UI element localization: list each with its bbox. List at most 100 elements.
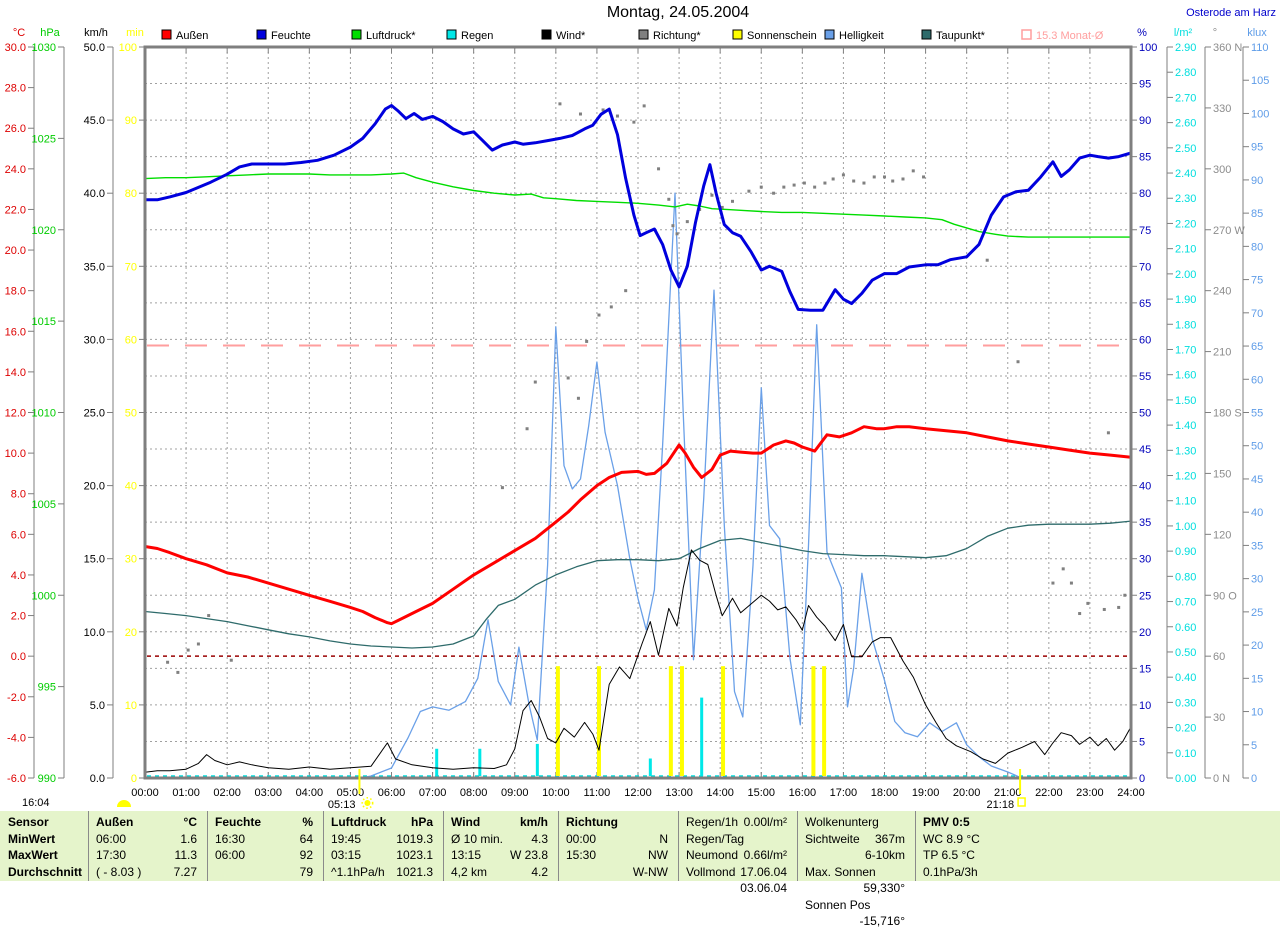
axis-tick-label-temp: 26.0 [5,123,26,135]
series-helligkeit [144,192,1132,779]
axis-tick-label-deg: 90 O [1213,590,1237,602]
sunrise-time: 05:13 [328,799,356,811]
axis-tick-label-temp: 16.0 [5,326,26,338]
axis-tick-label-hpa: 1025 [32,133,56,145]
series-richtung-dot [196,642,200,646]
axis-tick-label-klux: 10 [1251,707,1263,719]
axis-tick-label-pct: 65 [1139,298,1151,310]
series-richtung-dot [883,175,886,179]
axis-tick-label-lm2: 2.50 [1175,143,1196,155]
legend-label-feuchte: Feuchte [271,30,311,42]
axis-tick-label-temp: 8.0 [11,489,26,501]
table-cell-aussen-row2: 17:30 11.3 [88,847,207,864]
axis-tick-label-kmh: 0.0 [90,773,105,785]
cell-value: 03.06.04 [740,881,787,895]
cell-value: -15,716° [859,914,906,928]
table-cell-richtung-row2: 15:30 NW [558,847,678,864]
axis-tick-label-lm2: 1.60 [1175,370,1196,382]
x-tick-label: 08:00 [460,787,488,799]
series-richtung-dot [1051,581,1055,585]
series-richtung-dot [615,114,619,118]
series-richtung-dot [1117,605,1121,609]
axis-tick-label-min: 90 [125,115,137,127]
cell-value: 0.00l/m² [743,815,787,829]
axis-tick-label-pct: 75 [1139,225,1151,237]
cell-label: Sensor [8,815,49,829]
axis-tick-label-lm2: 2.00 [1175,269,1196,281]
axis-tick-label-hpa: 1000 [32,590,56,602]
x-tick-label: 22:00 [1035,787,1063,799]
legend-label-monat: 15.3 Monat-Ø [1036,30,1104,42]
axis-tick-label-kmh: 15.0 [84,554,105,566]
series-sonnenschein-bar [679,666,684,776]
x-tick-label: 13:00 [665,787,693,799]
axis-tick-label-deg: 150 [1213,468,1231,480]
axis-tick-label-lm2: 0.90 [1175,546,1196,558]
cell-label: Richtung [566,815,618,829]
x-tick-label: 11:00 [584,787,611,799]
series-richtung-dot [730,199,734,203]
series-richtung-dot [685,220,689,224]
cell-value: NW [648,848,668,862]
cell-label: Neumond [686,848,739,862]
table-column-separator [207,811,208,881]
cell-value: N [659,831,668,846]
table-cell-sensor-row0: Sensor [0,814,88,831]
table-cell-pmv-row3: 0.1hPa/3h [915,864,1280,881]
axis-tick-label-hpa: 995 [38,682,56,694]
sunrise-icon [364,800,371,806]
axis-tick-label-lm2: 2.90 [1175,42,1196,54]
series-richtung-dot [922,175,926,179]
axis-tick-label-deg: 270 W [1213,225,1245,237]
table-column-luftdruck: Luftdruck hPa 19:45 1019.3 03:15 1023.1 ^1.1hP… [323,814,443,880]
series-richtung-dot [642,104,646,108]
legend-swatch-sonnenschein [732,29,743,40]
x-tick-label: 12:00 [624,787,652,799]
axis-tick-label-klux: 95 [1251,142,1263,154]
cell-label: Ø 10 min. [451,831,504,846]
axis-tick-label-klux: 15 [1251,673,1263,685]
series-regen-bar [435,748,439,776]
axis-tick-label-temp: 10.0 [5,448,26,460]
legend-label-helligkeit: Helligkeit [839,30,884,42]
axis-tick-label-pct: 0 [1139,773,1145,785]
series-richtung-dot [872,175,876,179]
axis-tick-label-pct: 45 [1139,444,1151,456]
cell-value: 59,330° [863,881,905,895]
axis-tick-label-klux: 105 [1251,75,1269,87]
axis-tick-label-pct: 40 [1139,481,1151,493]
legend-swatch-monat [1021,29,1032,40]
axis-tick-label-deg: 330 [1213,103,1231,115]
series-wind [144,549,1132,773]
x-tick-label: 09:00 [501,787,529,799]
table-cell-luftdruck-row3: ^1.1hPa/h 1021.3 [323,864,443,881]
axis-tick-label-hpa: 1020 [32,225,56,237]
series-feuchte [143,104,1133,312]
series-richtung-dot [578,112,582,116]
series-richtung-dot [186,648,190,652]
axis-tick-label-lm2: 2.80 [1175,67,1196,79]
table-cell-richtung-row3: W-NW [558,864,678,881]
series-richtung-dot [525,427,529,431]
table-cell-sensor-row2: MaxWert [0,847,88,864]
series-regen-bar [648,758,652,776]
cell-value: 92 [299,848,313,862]
axis-header-hpa: hPa [40,27,60,39]
cell-label: 03:15 [331,848,362,862]
series-richtung-dot [597,313,601,317]
x-tick-label: 04:00 [296,787,324,799]
series-richtung-dot [558,102,562,106]
axis-tick-label-klux: 55 [1251,408,1263,420]
series-richtung-dot [813,185,817,189]
sunset-icon [1017,797,1026,807]
axis-tick-label-deg: 180 S [1213,408,1242,420]
axis-header-kmh: km/h [84,27,108,39]
cell-value: 1019.3 [396,831,433,846]
cell-label: Feuchte [215,815,262,829]
cell-value: 1.6 [180,831,197,846]
axis-tick-label-pct: 60 [1139,334,1151,346]
axis-tick-label-klux: 75 [1251,275,1263,287]
axis-tick-label-temp: 18.0 [5,286,26,298]
axis-tick-label-hpa: 1005 [32,499,56,511]
axis-tick-label-pct: 80 [1139,188,1151,200]
